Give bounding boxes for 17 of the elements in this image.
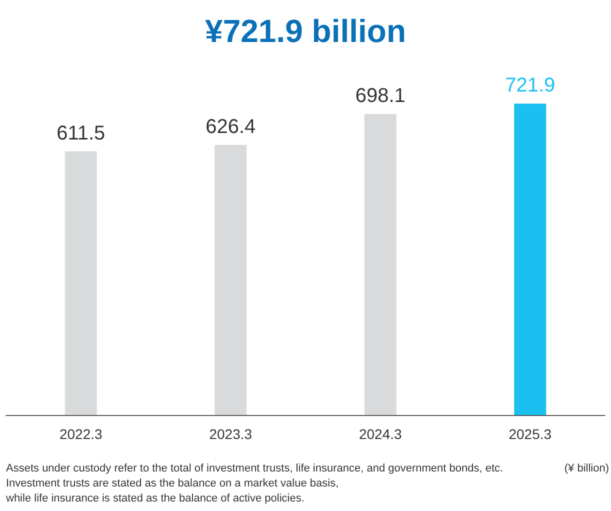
bar bbox=[364, 114, 396, 415]
data-label: 626.4 bbox=[206, 116, 256, 138]
data-label: 611.5 bbox=[56, 122, 106, 144]
bar bbox=[514, 104, 546, 415]
x-tick-label: 2022.3 bbox=[59, 426, 102, 442]
bar bbox=[214, 144, 247, 415]
x-tick-label: 2025.3 bbox=[508, 426, 552, 442]
data-label: 698.1 bbox=[355, 84, 406, 107]
text: while life insurance is stated as the balance of active policies. bbox=[5, 492, 304, 504]
text: (¥ billion) bbox=[564, 462, 610, 474]
x-tick-label: 2024.3 bbox=[358, 426, 402, 442]
data-label: 721.9 bbox=[505, 74, 556, 97]
text: Assets under custody refer to the total of investment trusts, life insurance, and government bonds, etc. bbox=[6, 462, 504, 474]
x-tick-label: 2023.3 bbox=[209, 426, 252, 442]
chart-title: ¥721.9 billion bbox=[205, 13, 406, 49]
bar bbox=[64, 151, 97, 415]
text: Investment trusts are stated as the balance on a market value basis, bbox=[6, 478, 339, 490]
